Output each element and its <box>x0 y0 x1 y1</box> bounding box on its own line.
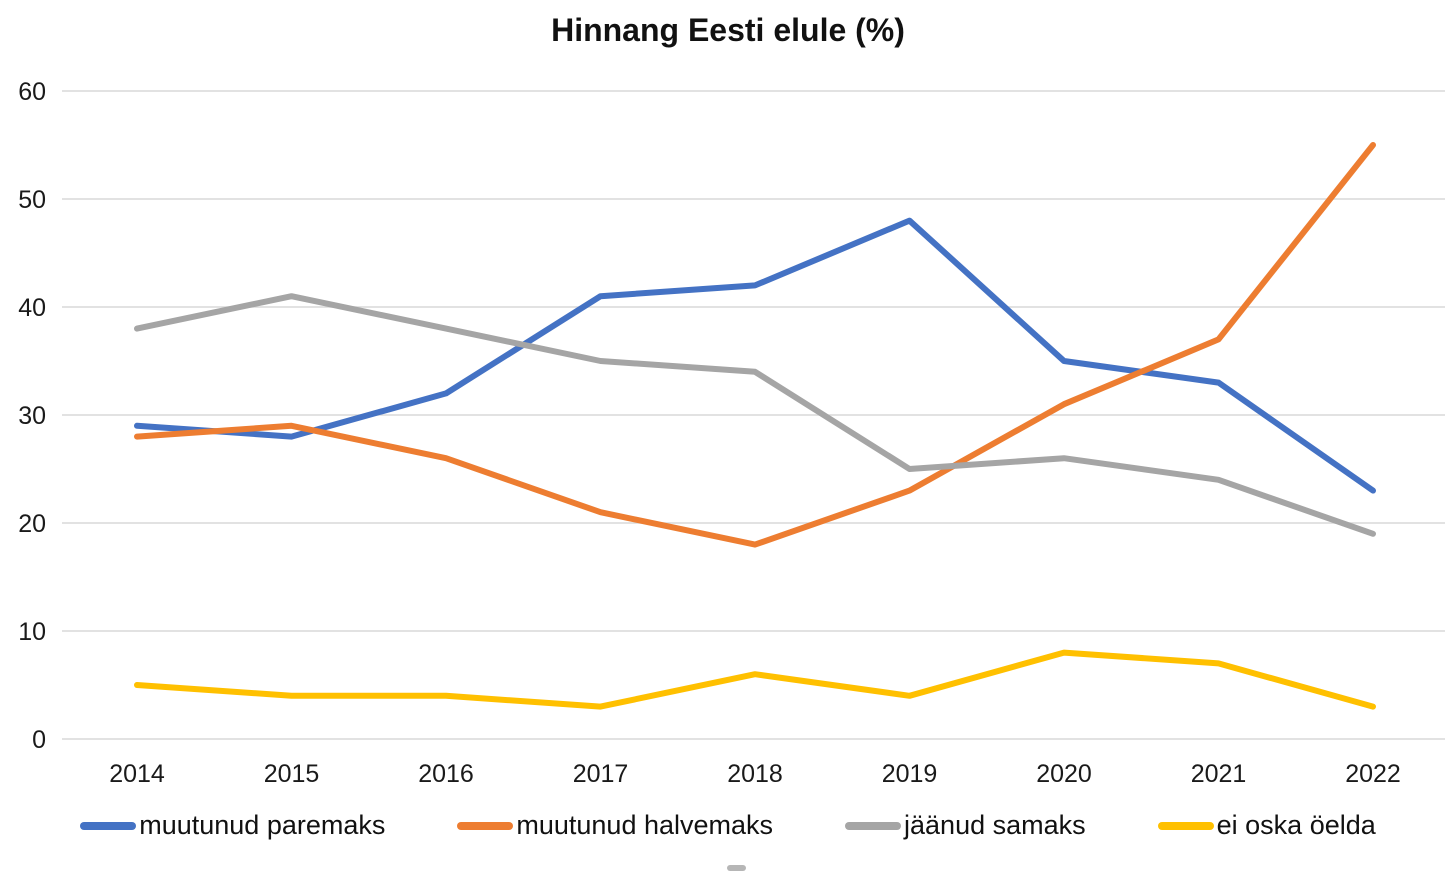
legend-swatch-muutunud-halvemaks <box>457 821 514 830</box>
y-tick-label: 20 <box>18 510 46 538</box>
legend-label-muutunud-halvemaks: muutunud halvemaks <box>516 810 774 840</box>
y-tick-label: 10 <box>18 618 46 646</box>
y-tick-label: 0 <box>32 726 46 754</box>
legend-item-ei-oska-oelda: ei oska öelda <box>1157 810 1376 841</box>
x-tick-label: 2015 <box>264 760 320 788</box>
legend-swatch-jaanud-samaks <box>845 821 902 830</box>
x-tick-label: 2019 <box>882 760 938 788</box>
legend-swatch-ei-oska-oelda <box>1157 821 1214 830</box>
y-tick-label: 50 <box>18 186 46 214</box>
x-tick-label: 2021 <box>1191 760 1247 788</box>
x-tick-label: 2017 <box>573 760 629 788</box>
y-tick-label: 60 <box>18 78 46 106</box>
legend-item-jaanud-samaks: jäänud samaks <box>845 810 1086 841</box>
series-line-ei-oska-öelda <box>134 649 1376 710</box>
x-tick-label: 2016 <box>418 760 474 788</box>
legend-label-ei-oska-oelda: ei oska öelda <box>1216 810 1376 840</box>
chart-title: Hinnang Eesti elule (%) <box>551 12 905 48</box>
scrollbar-thumb-artifact <box>727 865 746 871</box>
y-tick-label: 40 <box>18 294 46 322</box>
legend-label-jaanud-samaks: jäänud samaks <box>904 810 1086 840</box>
legend-swatch-muutunud-paremaks <box>80 821 137 830</box>
series-line-jäänud-samaks <box>134 293 1376 537</box>
series-line-muutunud-paremaks <box>134 217 1376 494</box>
y-tick-label: 30 <box>18 402 46 430</box>
legend-item-muutunud-halvemaks: muutunud halvemaks <box>457 810 773 841</box>
legend-item-muutunud-paremaks: muutunud paremaks <box>80 810 385 841</box>
chart-legend: muutunud paremaks muutunud halvemaks jää… <box>0 810 1456 841</box>
legend-label-muutunud-paremaks: muutunud paremaks <box>139 810 386 840</box>
x-tick-label: 2018 <box>727 760 783 788</box>
x-tick-label: 2020 <box>1036 760 1092 788</box>
x-tick-label: 2022 <box>1345 760 1401 788</box>
chart-plot-area: 0 10 20 30 40 50 60 2014 2015 2016 2017 2018 2019 202… <box>18 78 1445 788</box>
x-tick-label: 2014 <box>109 760 165 788</box>
series-line-muutunud-halvemaks <box>134 142 1376 548</box>
